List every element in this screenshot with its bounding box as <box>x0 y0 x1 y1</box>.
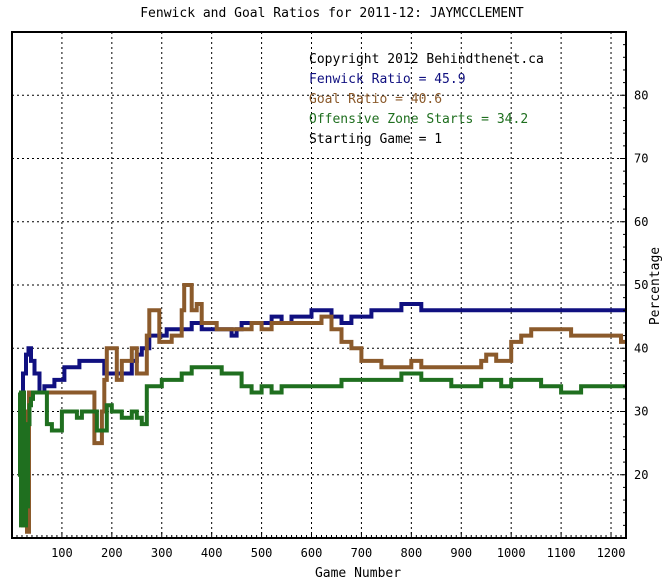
y-tick-label: 40 <box>634 341 648 355</box>
x-tick-label: 400 <box>201 546 223 560</box>
y-tick-label: 50 <box>634 278 648 292</box>
series-line-2 <box>19 283 626 534</box>
legend-entry-3: Goal Ratio = 40.6 <box>309 92 442 107</box>
y-tick-label: 80 <box>634 88 648 102</box>
x-tick-label: 700 <box>351 546 373 560</box>
y-axis-label: Percentage <box>648 247 663 325</box>
y-tick-label: 70 <box>634 152 648 166</box>
x-tick-label: 100 <box>51 546 73 560</box>
x-tick-label: 1100 <box>547 546 576 560</box>
x-tick-label: 600 <box>301 546 323 560</box>
legend-entry-2: Fenwick Ratio = 45.9 <box>309 72 466 87</box>
grid <box>12 32 626 538</box>
y-tick-label: 60 <box>634 215 648 229</box>
x-tick-label: 300 <box>151 546 173 560</box>
y-tick-label: 20 <box>634 468 648 482</box>
x-tick-label: 900 <box>450 546 472 560</box>
series-group <box>18 283 626 534</box>
x-tick-label: 200 <box>101 546 123 560</box>
y-ticks: 20 30 40 50 60 70 80 <box>620 44 648 526</box>
x-tick-label: 1200 <box>597 546 626 560</box>
y-tick-label: 30 <box>634 405 648 419</box>
chart-title: Fenwick and Goal Ratios for 2011-12: JAY… <box>140 6 524 21</box>
series-line-3 <box>18 365 626 528</box>
x-tick-label: 500 <box>251 546 273 560</box>
x-ticks: 100 200 300 400 500 600 700 800 900 1000 1100 1200 <box>16 532 626 560</box>
x-tick-label: 800 <box>401 546 423 560</box>
legend: Copyright 2012 Behindthenet.ca Fenwick Ra… <box>309 52 544 147</box>
legend-entry-4: Offensive Zone Starts = 34.2 <box>309 112 528 127</box>
legend-entry-1: Copyright 2012 Behindthenet.ca <box>309 52 544 67</box>
x-tick-label: 1000 <box>497 546 526 560</box>
x-axis-label: Game Number <box>315 566 401 580</box>
legend-entry-5: Starting Game = 1 <box>309 132 442 147</box>
